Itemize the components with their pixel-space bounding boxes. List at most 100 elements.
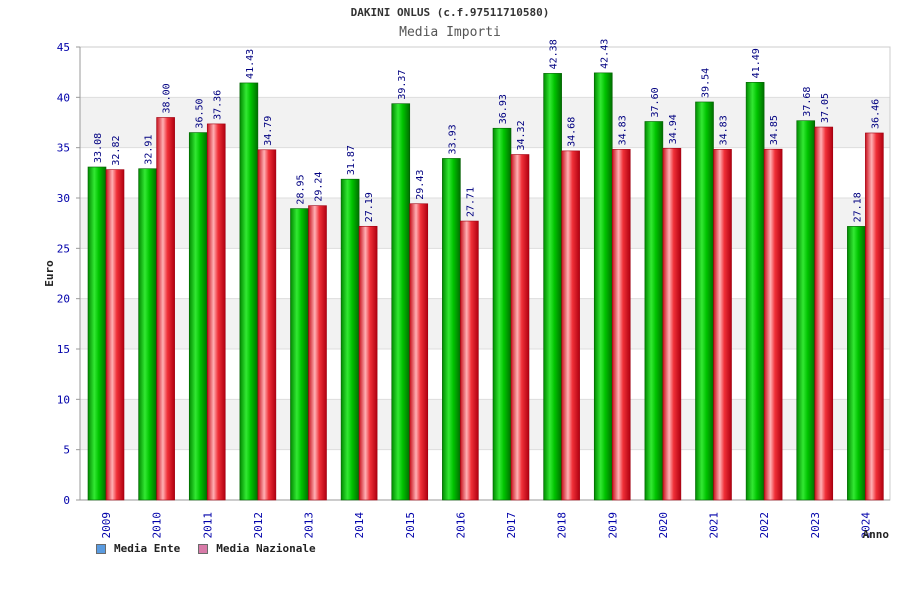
- data-label: 41.49: [751, 48, 762, 78]
- data-label: 37.60: [650, 87, 661, 117]
- legend-item-media-ente: Media Ente: [96, 542, 180, 555]
- bar-media-nazionale-2011: [206, 123, 226, 501]
- bar-media-ente-2010: [138, 168, 157, 501]
- bar-media-nazionale-2022: [763, 148, 783, 501]
- x-tick-label: 2023: [809, 512, 822, 539]
- bar-media-nazionale-2012: [257, 149, 277, 501]
- x-tick-label: 2017: [505, 512, 518, 539]
- data-label: 32.91: [144, 135, 155, 165]
- bar-media-ente-2012: [239, 82, 259, 501]
- bar-media-ente-2024: [847, 226, 866, 501]
- legend-label-media-nazionale: Media Nazionale: [216, 542, 316, 555]
- y-tick-label: 5: [63, 444, 70, 457]
- y-tick-label: 10: [57, 393, 70, 406]
- data-label: 29.43: [415, 170, 426, 200]
- bar-media-nazionale-2010: [156, 117, 175, 501]
- data-label: 27.71: [465, 187, 476, 217]
- bar-media-nazionale-2019: [611, 149, 631, 501]
- data-label: 28.95: [296, 174, 307, 204]
- data-label: 37.05: [820, 93, 831, 123]
- x-tick-label: 2015: [404, 512, 417, 539]
- data-label: 39.54: [701, 68, 712, 98]
- data-label: 27.18: [852, 192, 863, 222]
- data-label: 31.87: [346, 145, 357, 175]
- data-label: 33.08: [93, 133, 104, 163]
- x-tick-label: 2016: [454, 512, 467, 539]
- legend-swatch-media-nazionale: [198, 543, 209, 554]
- y-tick-label: 30: [57, 192, 70, 205]
- x-tick-label: 2021: [708, 512, 721, 539]
- y-tick-label: 0: [63, 494, 70, 507]
- legend-label-media-ente: Media Ente: [114, 542, 181, 555]
- bar-media-ente-2023: [796, 120, 816, 501]
- data-label: 36.93: [498, 94, 509, 124]
- data-label: 34.94: [668, 114, 679, 144]
- data-label: 34.68: [567, 117, 578, 147]
- y-tick-label: 25: [57, 242, 70, 255]
- data-label: 37.36: [212, 90, 223, 120]
- y-tick-label: 35: [57, 142, 70, 155]
- bar-media-ente-2009: [87, 166, 107, 501]
- data-label: 34.83: [719, 115, 730, 145]
- data-label: 42.43: [599, 39, 610, 69]
- x-tick-label: 2010: [151, 512, 164, 539]
- bar-media-ente-2021: [695, 101, 714, 501]
- x-tick-label: 2013: [303, 512, 316, 539]
- bar-media-nazionale-2009: [105, 169, 125, 501]
- bar-media-ente-2011: [188, 132, 208, 501]
- bar-media-nazionale-2017: [510, 154, 530, 501]
- x-tick-label: 2011: [201, 512, 214, 539]
- data-label: 34.32: [516, 120, 527, 150]
- data-label: 29.24: [314, 172, 325, 202]
- grid-band: [80, 47, 890, 98]
- legend-item-media-nazionale: Media Nazionale: [198, 542, 316, 555]
- data-label: 34.85: [769, 115, 780, 145]
- x-tick-label: 2018: [556, 512, 569, 539]
- bar-media-ente-2020: [644, 121, 664, 501]
- x-tick-label: 2020: [657, 512, 670, 539]
- x-tick-label: 2019: [606, 512, 619, 539]
- data-label: 42.38: [549, 39, 560, 69]
- data-label: 41.43: [245, 49, 256, 79]
- bar-media-ente-2022: [745, 82, 765, 501]
- x-tick-label: 2012: [252, 512, 265, 539]
- data-label: 37.68: [802, 87, 813, 117]
- bar-media-nazionale-2014: [358, 225, 378, 501]
- x-axis-label: Anno: [863, 528, 890, 541]
- data-label: 36.50: [194, 98, 205, 128]
- bar-media-nazionale-2024: [865, 132, 884, 501]
- chart-title: DAKINI ONLUS (c.f.97511710580): [350, 6, 550, 19]
- x-tick-label: 2022: [758, 512, 771, 539]
- x-tick-label: 2024: [859, 512, 872, 539]
- bar-media-nazionale-2023: [814, 126, 834, 501]
- data-label: 32.82: [111, 136, 122, 166]
- bar-media-ente-2017: [492, 127, 512, 501]
- data-label: 39.37: [397, 70, 408, 100]
- data-label: 33.93: [447, 124, 458, 154]
- bar-media-ente-2019: [593, 72, 613, 501]
- data-label: 34.79: [263, 116, 274, 146]
- x-tick-label: 2009: [100, 512, 113, 539]
- chart-subtitle: Media Importi: [399, 25, 501, 40]
- data-label: 27.19: [364, 192, 375, 222]
- y-tick-label: 45: [57, 41, 70, 54]
- bar-media-ente-2013: [290, 208, 309, 501]
- bar-media-nazionale-2016: [460, 220, 479, 501]
- y-tick-label: 40: [57, 91, 70, 104]
- bar-media-ente-2016: [442, 158, 461, 501]
- bar-media-nazionale-2013: [308, 205, 327, 501]
- y-tick-label: 15: [57, 343, 70, 356]
- legend-swatch-media-ente: [96, 543, 106, 554]
- bar-media-ente-2015: [391, 103, 411, 501]
- bar-media-ente-2014: [340, 178, 360, 501]
- x-tick-label: 2014: [353, 512, 366, 539]
- legend: Media Ente Media Nazionale: [96, 542, 316, 555]
- bar-media-ente-2018: [543, 73, 562, 501]
- data-label: 34.83: [617, 115, 628, 145]
- data-label: 38.00: [162, 83, 173, 113]
- y-tick-label: 20: [57, 293, 70, 306]
- bar-media-nazionale-2021: [713, 149, 732, 501]
- bar-media-nazionale-2015: [409, 203, 429, 501]
